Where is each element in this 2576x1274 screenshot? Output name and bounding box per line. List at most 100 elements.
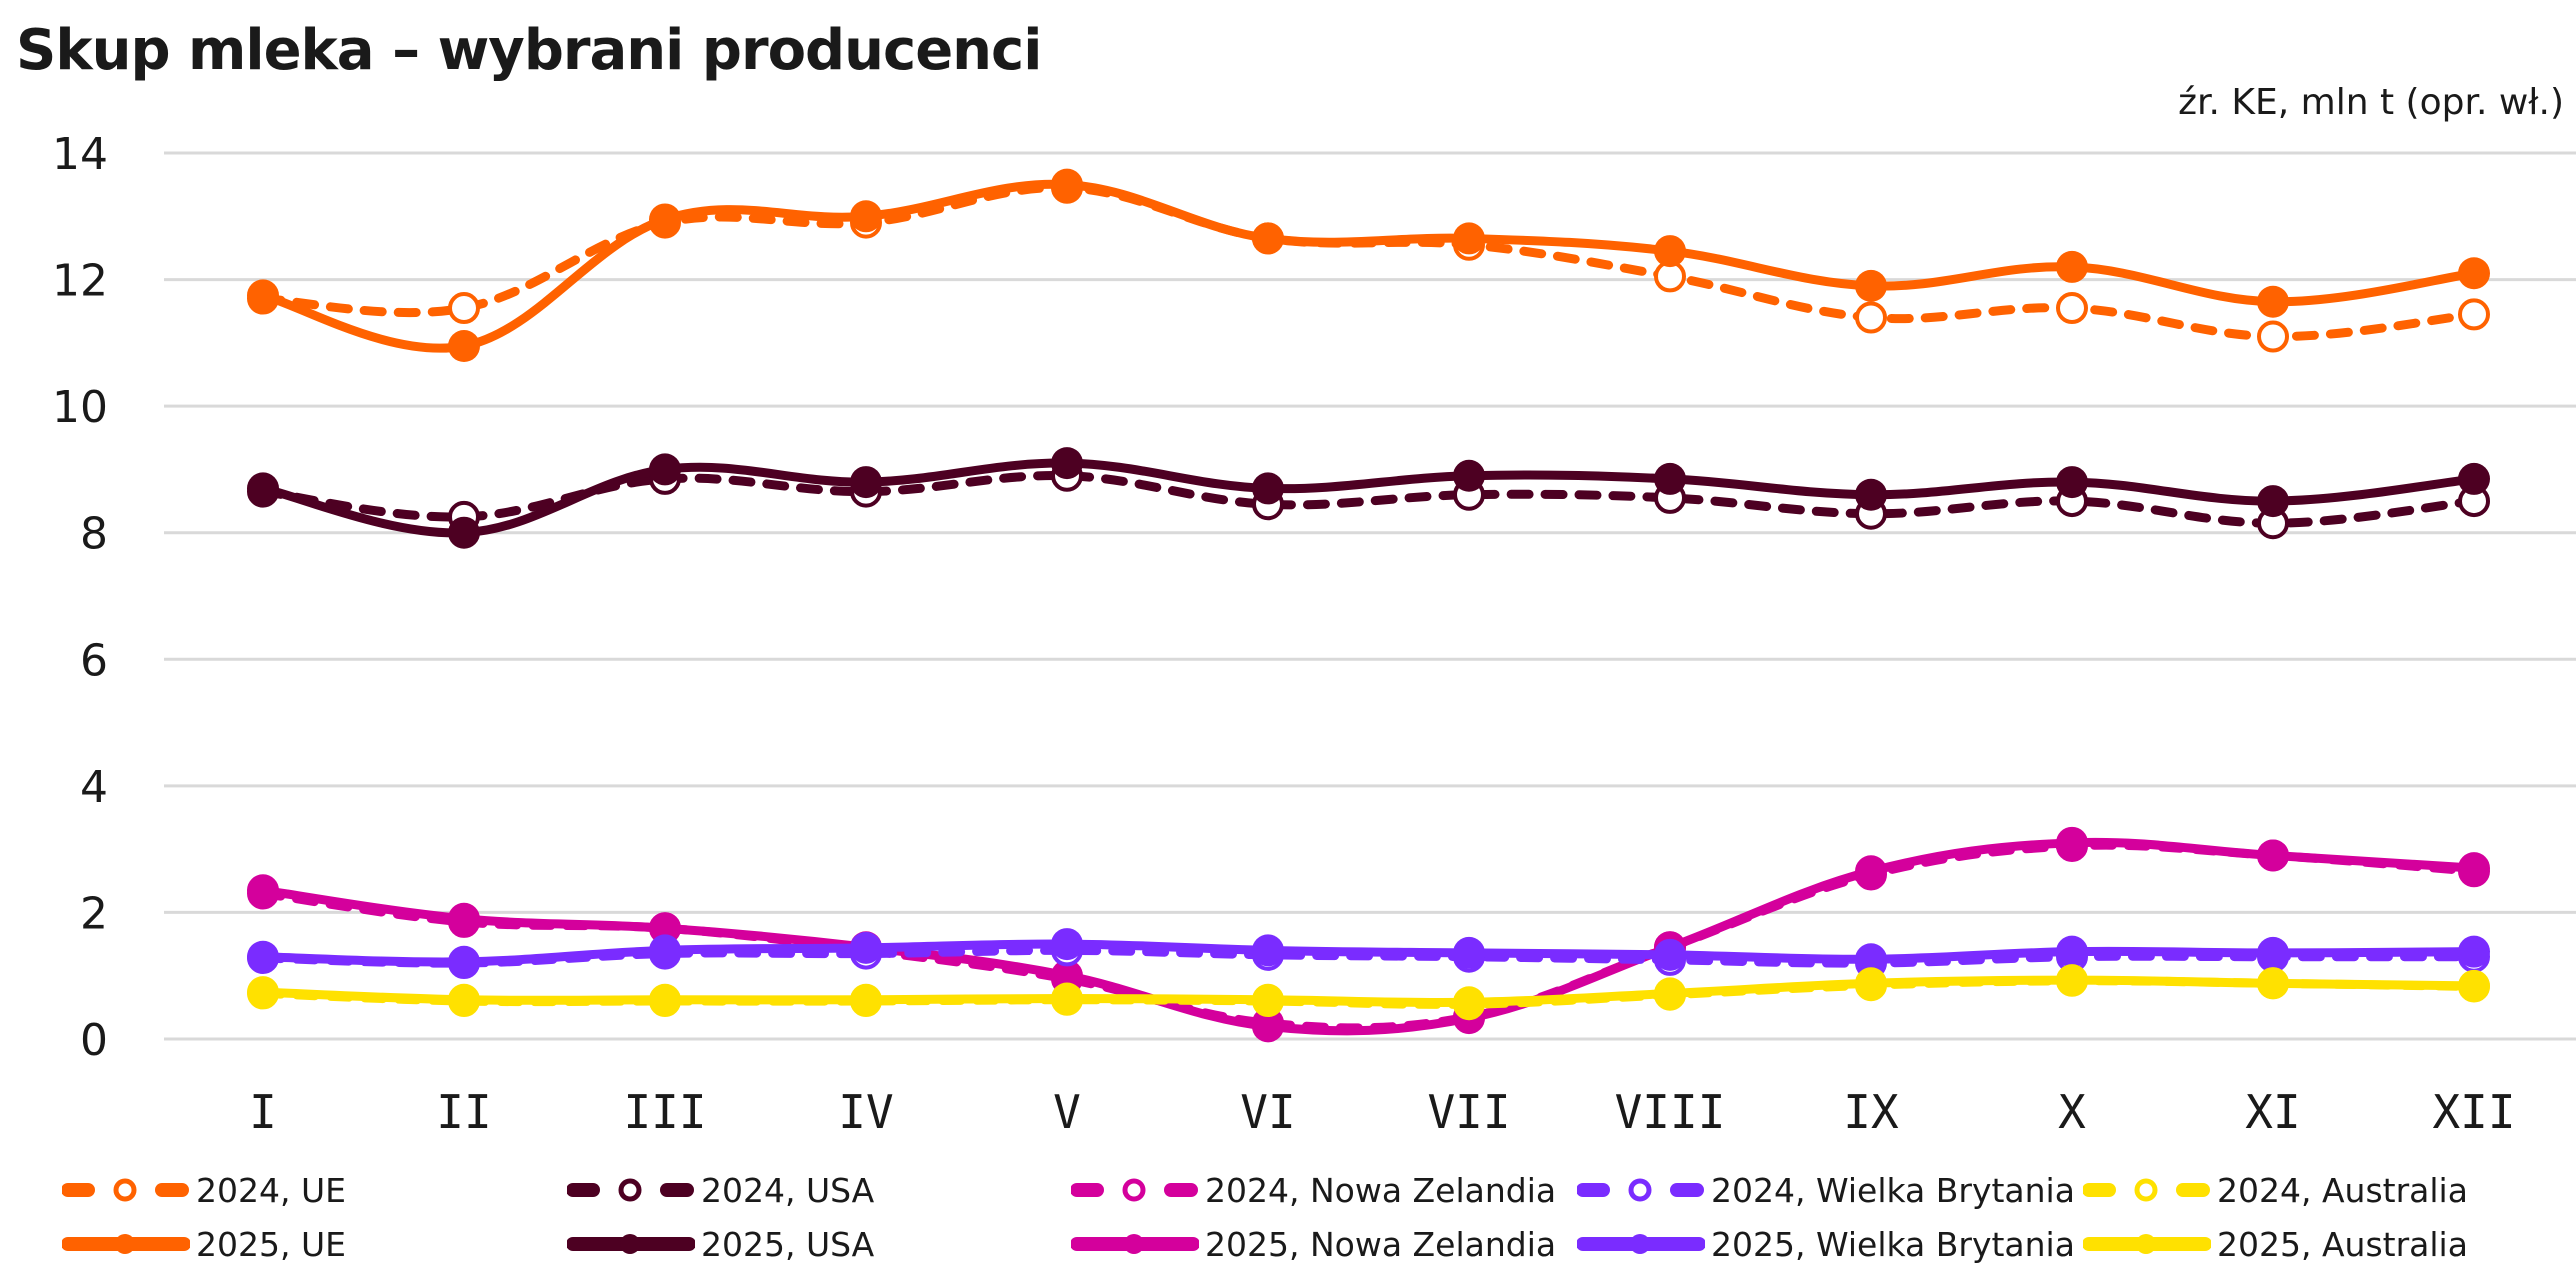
data-point	[247, 279, 279, 312]
legend-label: 2024, USA	[701, 1170, 875, 1210]
data-point	[1855, 301, 1887, 334]
data-point	[649, 912, 681, 945]
legend-item: 2024, Nowa Zelandia	[1071, 1170, 1556, 1210]
series-2024-usa	[247, 459, 2490, 540]
data-point	[1654, 938, 1686, 971]
series-2024-australia	[247, 964, 2490, 1021]
data-point	[2458, 257, 2490, 290]
data-point	[448, 983, 480, 1016]
legend-item: 2024, USA	[567, 1170, 874, 1210]
data-point	[1051, 447, 1083, 480]
series-2025-nowa-zelandia	[247, 826, 2490, 1043]
x-axis-ticks: I II III IV V VI VII VIII IX X XI XII	[249, 1085, 2515, 1139]
legend-label: 2024, Australia	[2217, 1170, 2468, 1210]
x-tick-label: III	[623, 1085, 706, 1139]
series-line	[258, 975, 2479, 1008]
data-point	[448, 516, 480, 549]
data-point	[247, 976, 279, 1009]
data-point	[2257, 967, 2289, 1000]
data-point	[649, 934, 681, 967]
legend-label: 2025, Nowa Zelandia	[1205, 1224, 1557, 1264]
data-point	[448, 292, 480, 325]
legend-item: 2025, Australia	[2083, 1224, 2468, 1264]
series-2025-australia	[247, 964, 2490, 1019]
data-point	[2458, 298, 2490, 331]
data-point	[850, 466, 882, 499]
data-point	[2056, 935, 2088, 968]
data-point	[1051, 928, 1083, 961]
data-point	[2257, 485, 2289, 518]
data-point	[1855, 967, 1887, 1000]
data-point	[1654, 235, 1686, 268]
y-tick-label: 4	[80, 762, 108, 813]
data-point	[1654, 977, 1686, 1010]
grid-lines	[164, 151, 2576, 1041]
data-point	[1252, 983, 1284, 1016]
data-point	[1453, 936, 1485, 969]
x-tick-label: IV	[838, 1085, 893, 1139]
legend-item: 2025, USA	[567, 1224, 874, 1264]
y-tick-label: 10	[52, 382, 108, 433]
data-point	[2056, 466, 2088, 499]
data-point	[2458, 969, 2490, 1002]
data-point	[1855, 269, 1887, 302]
data-point	[1855, 855, 1887, 888]
data-point	[2056, 292, 2088, 325]
y-tick-label: 2	[80, 888, 108, 939]
x-tick-label: VIII	[1615, 1085, 1726, 1139]
data-point	[2257, 839, 2289, 872]
legend-item: 2024, UE	[62, 1170, 346, 1210]
data-point	[247, 940, 279, 973]
legend-label: 2025, USA	[701, 1224, 875, 1264]
legend-swatch	[2083, 1234, 2211, 1254]
data-point	[2458, 935, 2490, 968]
data-point	[649, 203, 681, 236]
data-point	[1252, 472, 1284, 505]
x-tick-label: I	[249, 1085, 277, 1139]
y-tick-label: 8	[80, 509, 108, 560]
data-point	[1453, 459, 1485, 492]
data-point	[1855, 943, 1887, 976]
legend-label: 2024, Wielka Brytania	[1711, 1170, 2075, 1210]
legend-label: 2025, Wielka Brytania	[1711, 1224, 2075, 1264]
y-tick-label: 0	[80, 1015, 108, 1066]
legend-swatch	[1577, 1234, 1705, 1254]
series-line	[258, 179, 2479, 353]
series-line	[258, 939, 2479, 967]
data-point	[649, 453, 681, 486]
series-2025-usa	[247, 447, 2490, 549]
series-line	[258, 458, 2479, 538]
series-lines	[247, 168, 2490, 1043]
x-tick-label: XII	[2432, 1085, 2515, 1139]
legend-item: 2024, Australia	[2083, 1170, 2468, 1210]
x-tick-label: IX	[1843, 1085, 1899, 1139]
chart-title: Skup mleka – wybrani producenci	[16, 18, 1042, 83]
data-point	[850, 931, 882, 964]
series-2025-ue	[247, 168, 2490, 363]
legend-swatch	[1071, 1178, 1198, 1202]
legend-swatch	[567, 1178, 694, 1202]
data-point	[2056, 826, 2088, 859]
data-point	[2257, 320, 2289, 353]
legend-label: 2025, UE	[196, 1224, 346, 1264]
y-axis-ticks: 0 2 4 6 8 10 12 14	[52, 129, 108, 1066]
source-note: źr. KE, mln t (opr. wł.)	[2178, 82, 2564, 123]
data-point	[448, 902, 480, 935]
data-point	[2056, 250, 2088, 283]
series-2025-wielka-brytania	[247, 928, 2490, 978]
legend-swatch	[567, 1234, 695, 1254]
x-tick-label: X	[2058, 1085, 2086, 1139]
x-tick-label: XI	[2245, 1085, 2300, 1139]
y-tick-label: 12	[52, 256, 108, 307]
y-tick-label: 6	[80, 635, 108, 686]
data-point	[1051, 982, 1083, 1015]
data-point	[1252, 222, 1284, 255]
legend-swatch	[1577, 1178, 1704, 1202]
data-point	[850, 983, 882, 1016]
legend-swatch	[62, 1234, 190, 1254]
legend-item: 2025, Wielka Brytania	[1577, 1224, 2075, 1264]
data-point	[1855, 478, 1887, 511]
data-point	[2257, 936, 2289, 969]
data-point	[448, 945, 480, 978]
legend-item: 2025, UE	[62, 1224, 346, 1264]
